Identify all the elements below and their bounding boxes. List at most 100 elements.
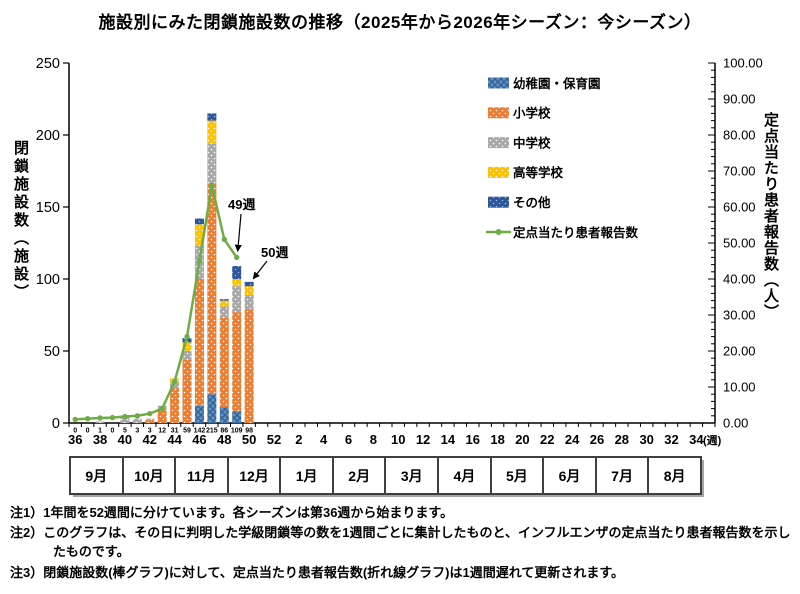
svg-text:60.00: 60.00: [723, 200, 756, 215]
svg-text:24: 24: [565, 432, 580, 447]
note-line: 注1）1年間を52週間に分けています。各シーズンは第36週から始まります。: [10, 505, 454, 520]
svg-text:34: 34: [689, 432, 704, 447]
svg-text:50: 50: [44, 344, 60, 360]
month-cell: 11月: [176, 458, 229, 493]
left-axis-title: 閉鎖施設数（施設）: [12, 140, 29, 302]
svg-text:32: 32: [664, 432, 678, 447]
svg-text:100: 100: [36, 272, 60, 288]
bar-segment: [219, 300, 229, 307]
svg-text:42: 42: [143, 432, 157, 447]
svg-text:28: 28: [615, 432, 629, 447]
bar-total-label: 1: [98, 428, 102, 435]
note-line: 注3）閉鎖施設数(棒グラフ)に対して、定点当たり患者報告数(折れ線グラフ)は1週…: [10, 564, 625, 580]
bar-segment: [244, 286, 254, 295]
bar-segment: [219, 317, 229, 408]
legend-swatch: [488, 196, 509, 208]
line-marker: [221, 236, 227, 243]
svg-text:36: 36: [68, 432, 82, 447]
bar-segment: [182, 359, 192, 423]
svg-text:14: 14: [441, 432, 456, 447]
svg-text:30.00: 30.00: [723, 308, 756, 323]
legend-swatch: [488, 77, 509, 89]
bar-segment: [120, 415, 130, 423]
legend-swatch: [488, 107, 509, 119]
legend-label: 定点当たり患者報告数: [512, 225, 639, 240]
bar-segment: [207, 120, 217, 144]
line-marker: [209, 182, 215, 189]
svg-text:10: 10: [391, 432, 405, 447]
svg-text:46: 46: [192, 432, 206, 447]
bar-segment: [244, 309, 254, 423]
line-marker: [184, 333, 190, 340]
bar-segment: [232, 411, 242, 423]
svg-text:22: 22: [540, 432, 554, 447]
patient-line-group: [72, 182, 240, 423]
bar-segment: [95, 421, 105, 423]
annotation-49w: 49週: [228, 197, 255, 212]
bar-segment: [232, 279, 242, 287]
bar-segment: [232, 266, 242, 279]
svg-text:100.00: 100.00: [723, 56, 763, 71]
bar-segment: [244, 281, 254, 287]
bar-segment: [194, 224, 204, 246]
bar-segment: [170, 388, 180, 423]
svg-text:90.00: 90.00: [723, 92, 756, 107]
svg-text:80.00: 80.00: [723, 128, 756, 143]
bar-total-label: 0: [111, 428, 115, 435]
svg-text:12: 12: [416, 432, 430, 447]
legend-line-marker: [495, 229, 502, 235]
bar-total-label: 109: [231, 428, 243, 435]
svg-text:(週): (週): [703, 433, 722, 447]
bar-segment: [232, 312, 242, 412]
legend-label: 小学校: [512, 106, 551, 121]
svg-text:26: 26: [590, 432, 604, 447]
bar-segment: [207, 113, 217, 121]
svg-text:2: 2: [295, 432, 302, 447]
svg-text:40: 40: [118, 432, 132, 447]
bar-total-label: 86: [220, 428, 228, 435]
bar-segment: [219, 306, 229, 318]
legend-label: 中学校: [513, 135, 551, 150]
legend-swatch: [488, 137, 509, 149]
line-marker: [196, 258, 203, 264]
bar-segment: [207, 183, 217, 395]
right-axis-title: 定点当たり患者報告数（人）: [762, 112, 779, 320]
month-cell: 3月: [386, 458, 440, 493]
svg-text:40.00: 40.00: [723, 272, 756, 287]
month-cell: 6月: [544, 458, 597, 493]
month-cell: 1月: [281, 458, 334, 493]
bars-group: 0 0 1 0 5 3 3 12 31 59 142 215 86 109 98: [73, 113, 254, 435]
line-marker: [159, 405, 165, 412]
bar-segment: [182, 351, 192, 360]
svg-text:6: 6: [345, 432, 352, 447]
month-cell: 7月: [597, 458, 650, 493]
legend-label: その他: [513, 195, 551, 210]
bar-total-label: 3: [148, 428, 152, 435]
bar-segment: [194, 218, 204, 225]
bar-total-label: 3: [135, 428, 139, 435]
line-marker: [234, 254, 240, 261]
note-line: 注2）このグラフは、その日に判明した学級閉鎖等の数を1週間ごとに集計したものと、…: [10, 525, 791, 560]
chart-title: 施設別にみた閉鎖施設数の推移（2025年から2026年シーズン：今シーズン）: [98, 13, 702, 32]
svg-text:44: 44: [167, 432, 182, 447]
bar-segment: [244, 294, 254, 310]
month-cell: 5月: [492, 458, 545, 493]
bar-segment: [207, 143, 217, 184]
svg-text:10.00: 10.00: [723, 380, 756, 395]
legend-label: 幼稚園・保育園: [513, 76, 601, 91]
bar-total-label: 142: [194, 428, 206, 435]
bar-segment: [219, 299, 229, 301]
line-marker: [72, 416, 78, 423]
svg-text:50: 50: [242, 432, 256, 447]
line-marker: [147, 410, 153, 417]
bar-total-label: 0: [73, 428, 77, 435]
svg-text:8: 8: [370, 432, 377, 447]
line-marker: [84, 415, 91, 422]
line-marker: [171, 378, 178, 385]
svg-text:200: 200: [36, 128, 60, 144]
bar-total-label: 215: [206, 428, 218, 435]
legend-swatch: [488, 166, 509, 178]
month-cell: 4月: [439, 458, 492, 493]
bar-segment: [132, 418, 142, 423]
closure-chart-canvas: 0501001502002500.0010.0020.0030.0040.005…: [36, 56, 763, 448]
